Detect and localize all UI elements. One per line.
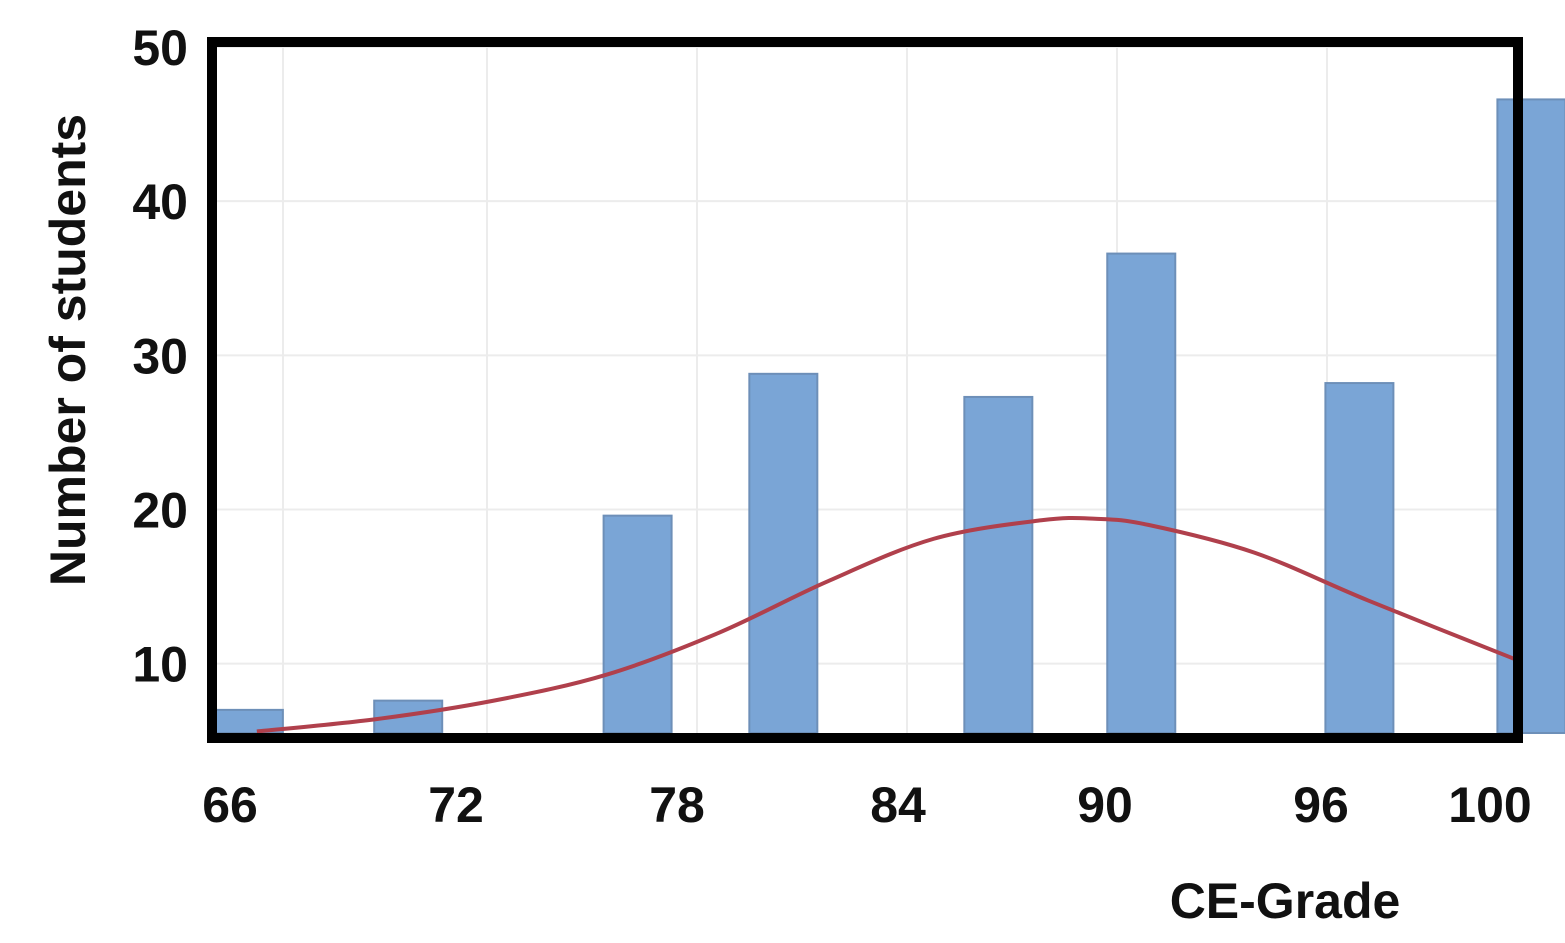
- y-tick-labels: 10 20 30 40 50: [132, 20, 188, 693]
- y-tick-label-50: 50: [132, 20, 188, 76]
- x-tick-label-78: 78: [649, 777, 705, 833]
- bars-layer: [213, 98, 1565, 734]
- y-axis-title: Number of students: [40, 114, 96, 586]
- y-tick-label-40: 40: [132, 174, 188, 230]
- x-tick-label-96: 96: [1293, 777, 1349, 833]
- grid-layer: [217, 46, 1513, 741]
- x-axis-title: CE-Grade: [1170, 873, 1401, 929]
- y-tick-label-30: 30: [132, 328, 188, 384]
- bar-4: [963, 395, 1034, 734]
- bar-6: [1324, 382, 1395, 734]
- bar-2: [602, 514, 673, 734]
- plot-frame: [207, 37, 1523, 743]
- x-tick-label-100: 100: [1448, 777, 1531, 833]
- x-tick-labels: 66 72 78 84 90 96 100: [202, 777, 1532, 833]
- x-tick-label-72: 72: [428, 777, 484, 833]
- normal-curve: [256, 515, 1520, 734]
- bar-5: [1106, 252, 1177, 734]
- x-tick-label-66: 66: [202, 777, 258, 833]
- y-tick-label-10: 10: [132, 637, 188, 693]
- x-tick-label-90: 90: [1077, 777, 1133, 833]
- x-tick-label-84: 84: [870, 777, 926, 833]
- y-tick-label-20: 20: [132, 482, 188, 538]
- bar-7: [1496, 98, 1565, 734]
- curve-layer: [256, 515, 1520, 734]
- bar-3: [748, 372, 819, 734]
